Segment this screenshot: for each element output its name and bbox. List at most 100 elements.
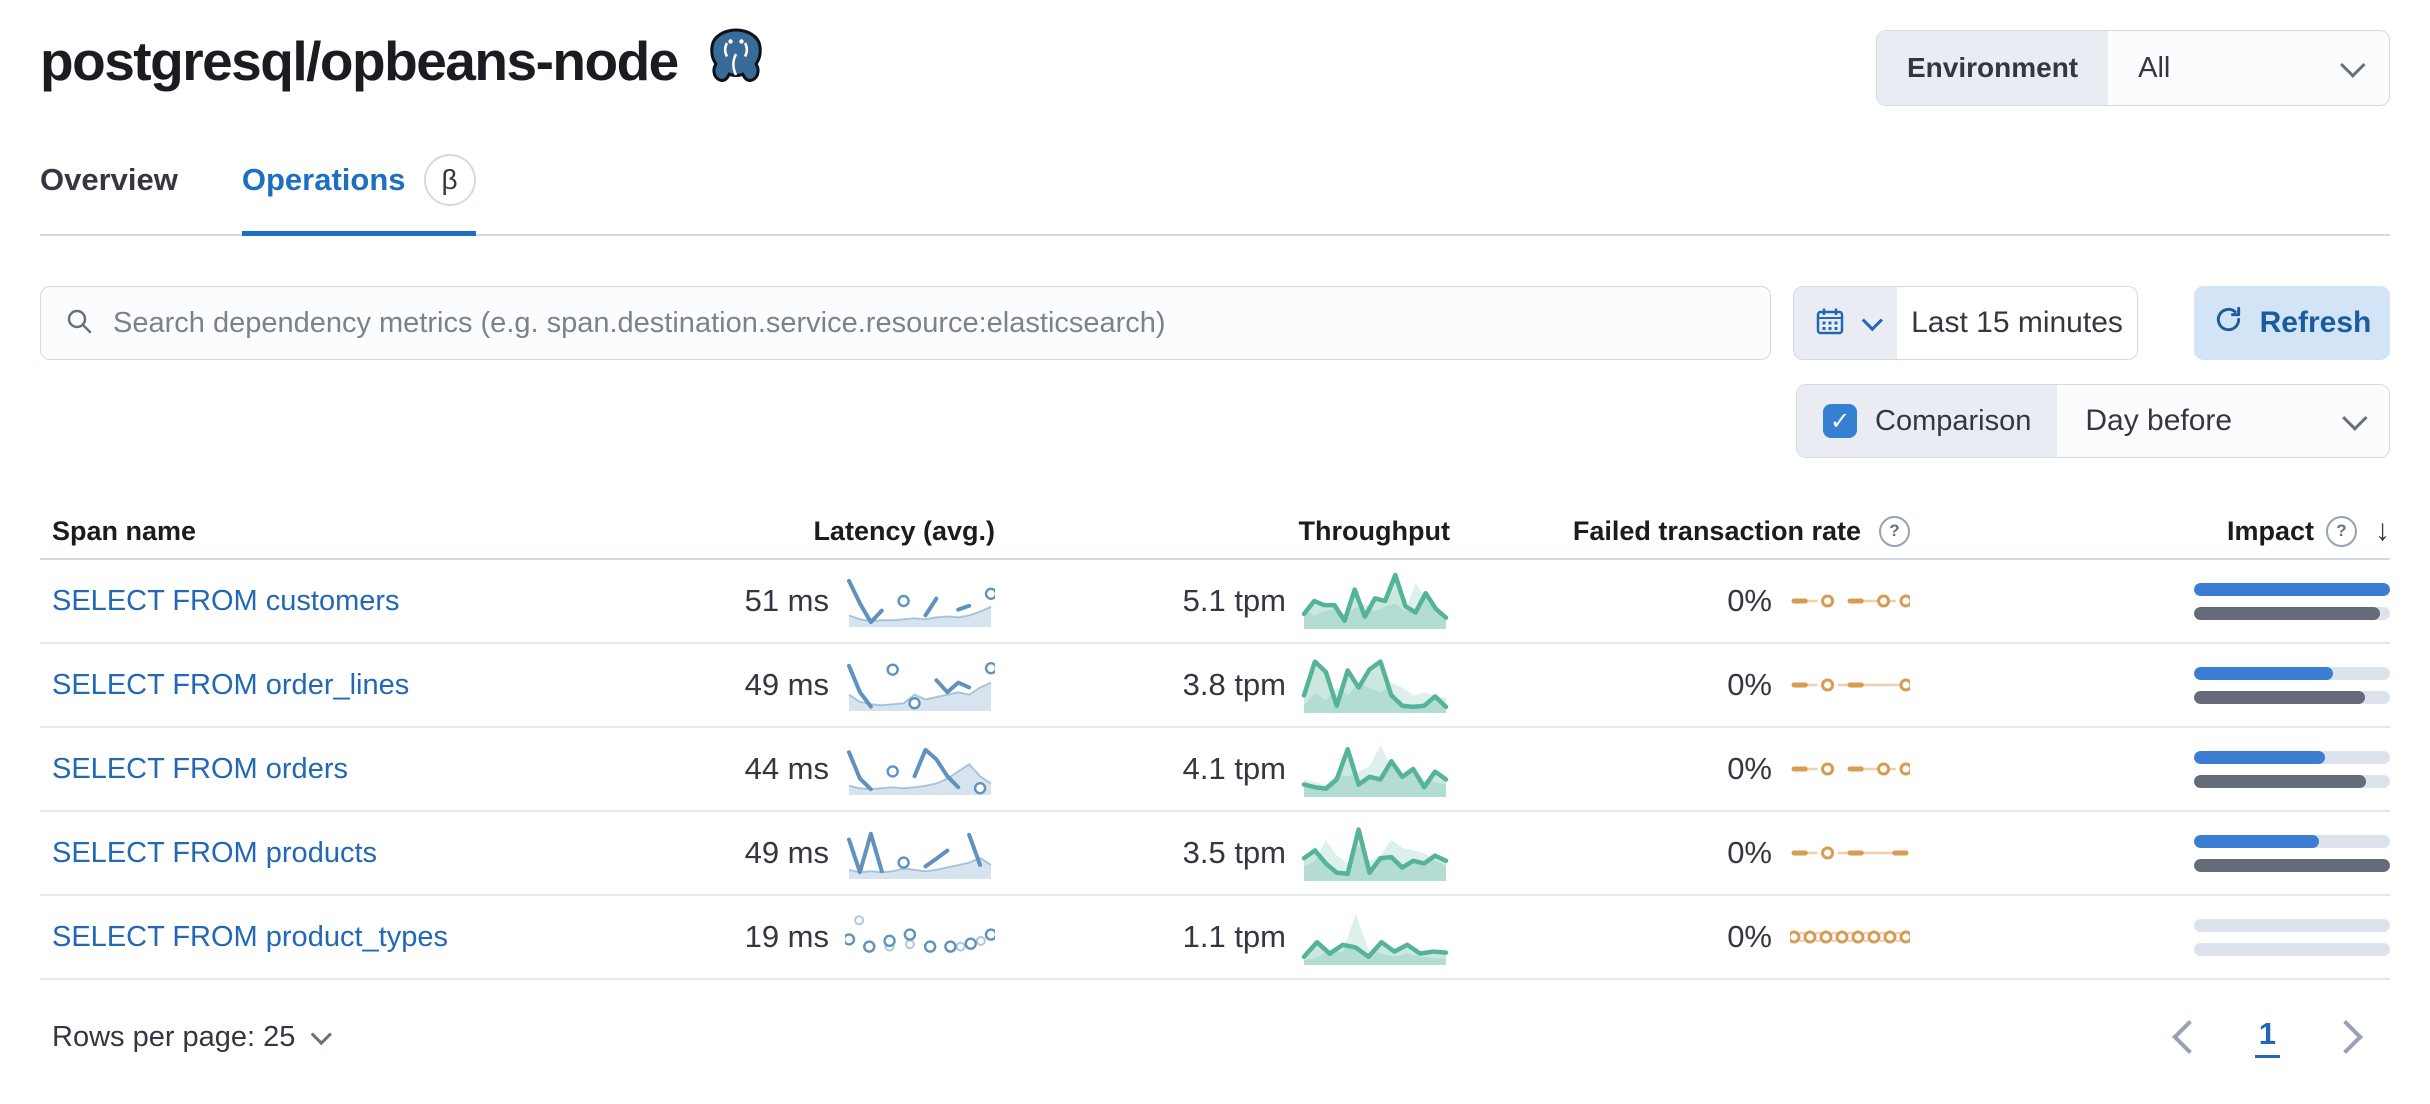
column-throughput[interactable]: Throughput <box>1298 515 1450 546</box>
search-icon <box>63 305 95 342</box>
table-row: SELECT FROM orders 44 ms 4.1 tpm 0% <box>40 728 2390 812</box>
comparison-label: Comparison <box>1875 404 2032 437</box>
sort-desc-icon: ↓ <box>2375 514 2390 547</box>
span-name-link[interactable]: SELECT FROM orders <box>52 752 348 785</box>
failed-rate-value: 0% <box>1727 583 1772 618</box>
comparison-select[interactable]: Day before <box>2057 385 2389 457</box>
table-header: Span name Latency (avg.) Throughput Fail… <box>40 504 2390 560</box>
impact-previous-bar <box>2194 858 2390 872</box>
span-name-link[interactable]: SELECT FROM products <box>52 836 378 869</box>
latency-value: 49 ms <box>744 835 829 870</box>
table-row: SELECT FROM product_types 19 ms 1.1 tpm … <box>40 896 2390 980</box>
column-span-name: Span name <box>52 515 197 546</box>
impact-bars <box>2194 750 2390 788</box>
latency-sparkline <box>845 915 995 953</box>
comparison-checkbox[interactable]: ✓ <box>1823 404 1857 438</box>
page-number[interactable]: 1 <box>2254 1016 2280 1058</box>
impact-current-bar <box>2194 666 2334 680</box>
chevron-right-icon <box>2329 1020 2363 1054</box>
latency-sparkline <box>847 747 992 795</box>
throughput-sparkline <box>1301 827 1449 881</box>
impact-bars <box>2194 834 2390 872</box>
chevron-down-icon <box>1861 309 1883 331</box>
latency-sparkline <box>847 831 992 879</box>
table-row: SELECT FROM order_lines 49 ms 3.8 tpm 0% <box>40 644 2390 728</box>
top-bar: postgresql/opbeans-node Environment All <box>40 26 2390 106</box>
column-impact[interactable]: Impact ? ↓ <box>2226 514 2390 547</box>
impact-bars <box>2194 918 2390 956</box>
span-name-link[interactable]: SELECT FROM order_lines <box>52 668 410 701</box>
table-row: SELECT FROM customers 51 ms 5.1 tpm 0% <box>40 560 2390 644</box>
comparison-row: ✓ Comparison Day before <box>40 384 2390 458</box>
latency-sparkline <box>847 662 995 711</box>
comparison-prepend: ✓ Comparison <box>1797 385 2058 457</box>
failed-rate-sparkline <box>1791 594 1910 608</box>
throughput-value: 4.1 tpm <box>1182 751 1286 786</box>
tab-operations[interactable]: Operations β <box>241 154 476 236</box>
failed-rate-sparkline <box>1791 762 1910 776</box>
failed-rate-sparkline <box>1791 846 1909 860</box>
environment-label: Environment <box>1877 31 2109 105</box>
throughput-value: 3.8 tpm <box>1182 667 1286 702</box>
impact-current-bar <box>2194 750 2326 764</box>
date-picker-quick-menu[interactable] <box>1794 287 1897 359</box>
beta-badge: β <box>423 154 476 206</box>
title-wrap: postgresql/opbeans-node <box>40 26 768 95</box>
impact-bars <box>2194 666 2390 704</box>
throughput-value: 3.5 tpm <box>1182 835 1286 870</box>
chevron-left-icon <box>2171 1020 2206 1054</box>
environment-select[interactable]: Environment All <box>1876 30 2390 106</box>
span-name-link[interactable]: SELECT FROM product_types <box>52 920 448 953</box>
search-bar <box>40 286 1771 360</box>
failed-rate-sparkline <box>1791 678 1910 692</box>
impact-bars <box>2194 582 2390 620</box>
column-latency[interactable]: Latency (avg.) <box>813 515 995 546</box>
impact-previous-bar <box>2194 690 2365 704</box>
rows-per-page[interactable]: Rows per page: 25 <box>52 1021 333 1054</box>
chevron-down-icon <box>2342 405 2368 431</box>
table-footer: Rows per page: 25 1 <box>40 1016 2390 1058</box>
tab-bar: Overview Operations β <box>40 154 2390 236</box>
search-input[interactable] <box>111 305 1748 341</box>
table-row: SELECT FROM products 49 ms 3.5 tpm 0% <box>40 812 2390 896</box>
help-icon[interactable]: ? <box>2326 515 2357 547</box>
impact-previous-bar <box>2194 606 2381 620</box>
table-body: SELECT FROM customers 51 ms 5.1 tpm 0% S… <box>40 560 2390 980</box>
environment-value: All <box>2138 51 2171 84</box>
latency-value: 49 ms <box>744 667 829 702</box>
throughput-sparkline <box>1301 745 1449 797</box>
impact-current-bar <box>2194 834 2320 848</box>
calendar-icon <box>1814 305 1846 342</box>
latency-value: 44 ms <box>744 751 829 786</box>
operations-table: Span name Latency (avg.) Throughput Fail… <box>40 504 2390 980</box>
previous-page-button[interactable] <box>2171 1019 2207 1055</box>
throughput-sparkline <box>1301 659 1449 713</box>
refresh-icon <box>2213 304 2244 343</box>
help-icon[interactable]: ? <box>1879 515 1910 547</box>
failed-rate-sparkline <box>1790 930 1910 944</box>
refresh-button[interactable]: Refresh <box>2194 286 2390 360</box>
controls-row: Last 15 minutes Refresh <box>40 286 2390 360</box>
throughput-sparkline <box>1301 572 1449 629</box>
throughput-sparkline <box>1301 913 1449 965</box>
failed-rate-value: 0% <box>1727 751 1772 786</box>
impact-current-bar <box>2194 582 2390 596</box>
failed-rate-value: 0% <box>1727 835 1772 870</box>
postgresql-icon <box>704 26 768 95</box>
dependency-operations-page: postgresql/opbeans-node Environment All <box>40 26 2390 1058</box>
comparison-control: ✓ Comparison Day before <box>1796 384 2390 458</box>
column-failed-rate[interactable]: Failed transaction rate ? <box>1450 515 1910 547</box>
span-name-link[interactable]: SELECT FROM customers <box>52 584 400 617</box>
next-page-button[interactable] <box>2328 1019 2364 1055</box>
chevron-down-icon <box>311 1023 333 1045</box>
latency-value: 19 ms <box>744 919 829 954</box>
page-title: postgresql/opbeans-node <box>40 29 679 92</box>
throughput-value: 5.1 tpm <box>1182 583 1286 618</box>
tab-overview[interactable]: Overview <box>40 162 178 197</box>
date-picker[interactable]: Last 15 minutes <box>1793 286 2138 360</box>
failed-rate-value: 0% <box>1727 667 1772 702</box>
latency-sparkline <box>847 578 995 627</box>
time-range-value[interactable]: Last 15 minutes <box>1897 287 2137 359</box>
latency-value: 51 ms <box>744 583 829 618</box>
chevron-down-icon <box>2340 52 2366 78</box>
